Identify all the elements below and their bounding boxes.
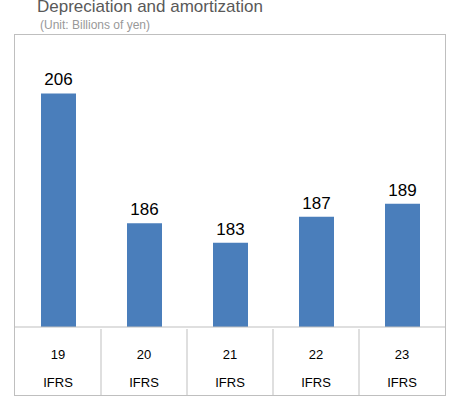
svg-text:189: 189 bbox=[388, 181, 416, 200]
svg-text:IFRS: IFRS bbox=[215, 375, 245, 390]
svg-text:21: 21 bbox=[223, 347, 237, 362]
svg-text:IFRS: IFRS bbox=[301, 375, 331, 390]
svg-text:20: 20 bbox=[137, 347, 151, 362]
html-text:(Unit: Billions of yen): (Unit: Billions of yen) bbox=[40, 18, 150, 32]
svg-text:22: 22 bbox=[309, 347, 323, 362]
svg-text:IFRS: IFRS bbox=[387, 375, 417, 390]
svg-text:206: 206 bbox=[44, 70, 72, 89]
svg-text:19: 19 bbox=[51, 347, 65, 362]
svg-text:IFRS: IFRS bbox=[129, 375, 159, 390]
svg-text:23: 23 bbox=[395, 347, 409, 362]
svg-text:183: 183 bbox=[216, 220, 244, 239]
svg-text:IFRS: IFRS bbox=[43, 375, 73, 390]
svg-text:187: 187 bbox=[302, 194, 330, 213]
svg-text:186: 186 bbox=[130, 200, 158, 219]
